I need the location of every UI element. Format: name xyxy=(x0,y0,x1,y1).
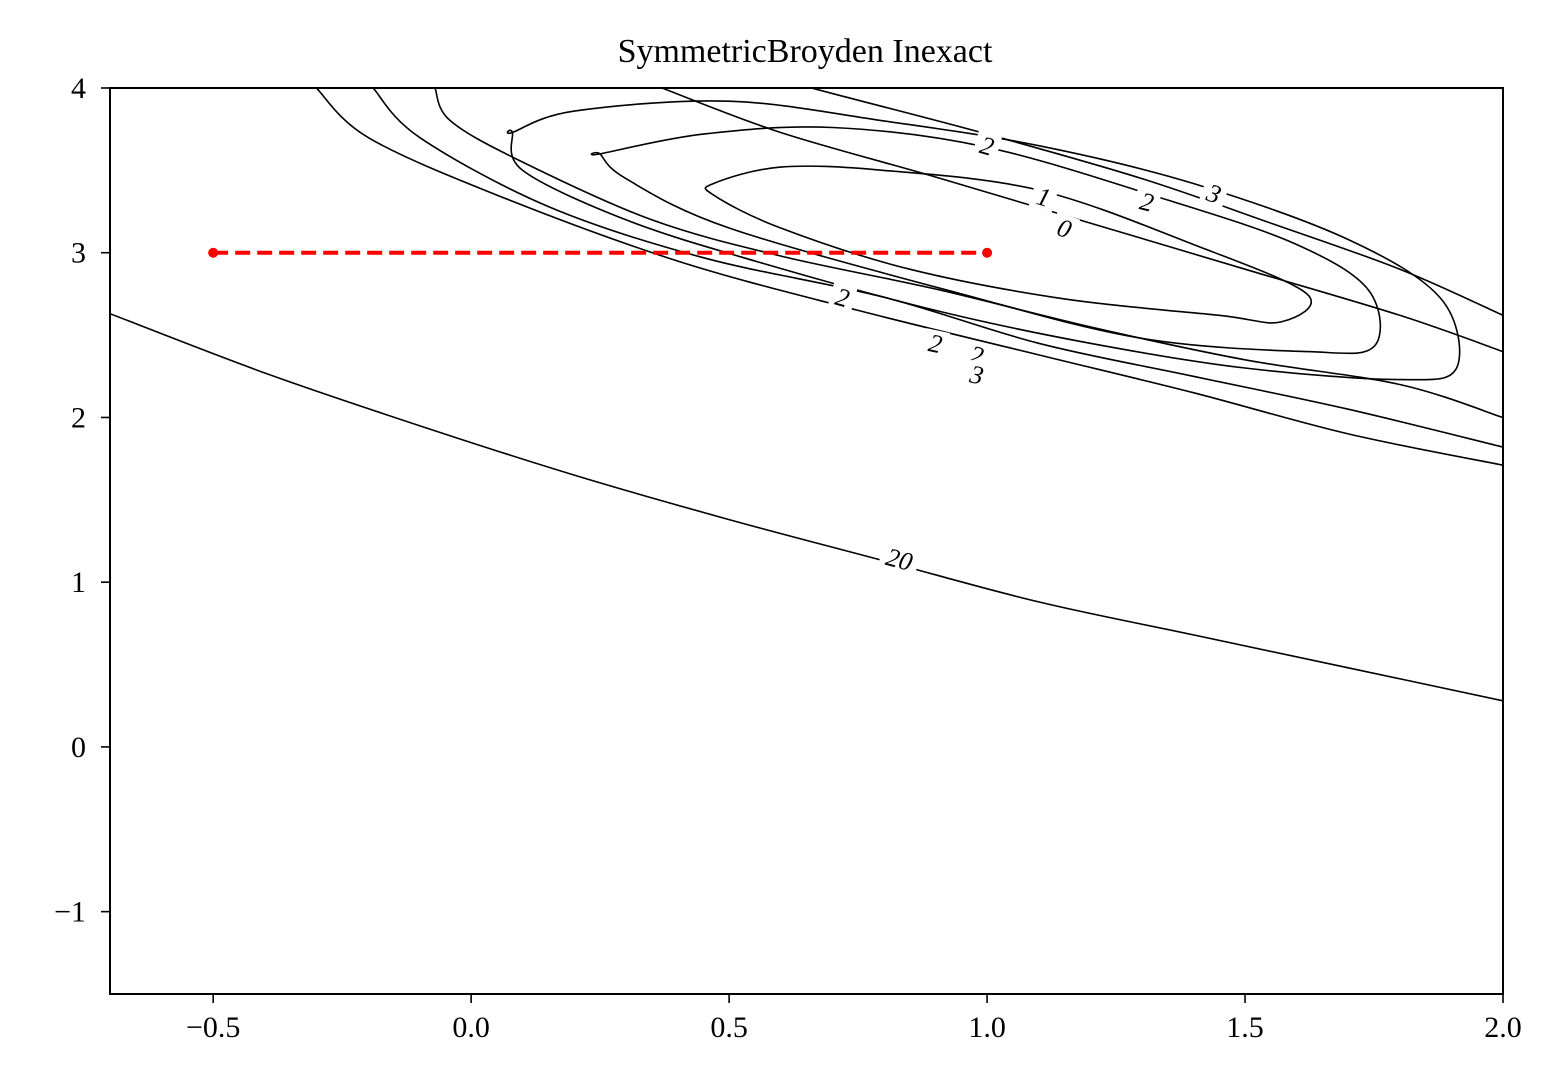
contour-line-2 xyxy=(506,100,1461,381)
contour-line-20 xyxy=(110,312,1503,702)
contour-line-2 xyxy=(661,88,1503,353)
contour-label-group: 2 xyxy=(1132,186,1162,218)
contour-line-3 xyxy=(372,88,1503,448)
y-axis: −1 0 1 2 3 4 xyxy=(54,72,110,929)
x-tick-label: 0.5 xyxy=(710,1011,748,1044)
contour-label-gap xyxy=(921,328,950,359)
contour-label-group: 2 xyxy=(971,129,1003,162)
path-point xyxy=(982,247,993,258)
x-tick-label: 1.5 xyxy=(1226,1011,1264,1044)
contour-line-1 xyxy=(590,126,1382,355)
contour-label: 3 xyxy=(966,359,986,390)
x-axis: −0.5 0.0 0.5 1.0 1.5 2.0 xyxy=(186,994,1522,1044)
contour-label-gap xyxy=(827,281,858,313)
contour-label-gap xyxy=(877,541,922,577)
contour-label-group: 2 xyxy=(921,328,950,359)
contour-label-gap xyxy=(1198,177,1230,210)
y-tick-label: 4 xyxy=(71,72,86,105)
y-tick-label: −1 xyxy=(54,896,86,929)
contour-label-group: 20 xyxy=(877,541,922,577)
contour-label-group: 3 xyxy=(1198,177,1230,210)
y-tick-label: 0 xyxy=(71,731,86,764)
path-layer xyxy=(208,247,993,258)
contour-label: 2 xyxy=(926,328,945,359)
x-tick-label: 2.0 xyxy=(1484,1011,1522,1044)
contour-line-3 xyxy=(811,88,1503,317)
plot-frame xyxy=(109,87,1504,995)
contour-line-2 xyxy=(434,88,1503,419)
contour-label-group: 1 xyxy=(1028,180,1059,213)
x-tick-label: 0.0 xyxy=(452,1011,490,1044)
path-point xyxy=(208,247,219,258)
y-tick-label: 3 xyxy=(71,237,86,270)
chart-title: SymmetricBroyden Inexact xyxy=(618,33,993,70)
contour-layer xyxy=(110,88,1503,702)
contour-label-group: 3 xyxy=(962,359,992,391)
x-tick-label: −0.5 xyxy=(186,1011,240,1044)
contour-label-gap xyxy=(1028,180,1059,213)
y-tick-label: 2 xyxy=(71,401,86,434)
x-tick-label: 1.0 xyxy=(968,1011,1006,1044)
contour-label-gap xyxy=(962,359,992,390)
y-tick-label: 1 xyxy=(71,566,86,599)
contour-label-gap xyxy=(971,129,1003,162)
contour-label-group: 0 xyxy=(1048,211,1081,245)
contour-label-gap xyxy=(1132,186,1162,218)
contour-label-group: 2 xyxy=(827,281,858,313)
contour-label-gap xyxy=(1048,211,1081,245)
contour-line-3 xyxy=(315,88,1503,466)
contour-line-0 xyxy=(704,165,1312,324)
